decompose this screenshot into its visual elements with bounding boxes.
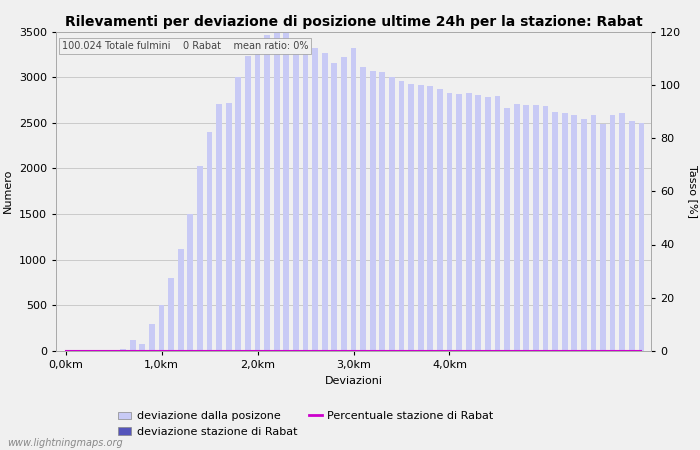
Bar	[418, 86, 424, 351]
Bar	[379, 72, 385, 351]
Bar	[284, 32, 289, 351]
Bar	[149, 324, 155, 351]
Bar	[475, 95, 481, 351]
Bar	[504, 108, 510, 351]
Bar	[428, 86, 433, 351]
Bar	[341, 57, 346, 351]
Bar	[302, 48, 309, 351]
Bar	[322, 54, 328, 351]
Bar	[139, 344, 146, 351]
Bar	[533, 104, 539, 351]
Bar	[466, 93, 472, 351]
Bar	[226, 103, 232, 351]
Bar	[120, 349, 126, 351]
Bar	[600, 124, 606, 351]
Bar	[495, 96, 500, 351]
Bar	[620, 113, 625, 351]
Y-axis label: Tasso [%]: Tasso [%]	[688, 165, 698, 218]
Bar	[293, 42, 299, 351]
Bar	[111, 350, 116, 351]
Bar	[216, 104, 222, 351]
Bar	[389, 77, 395, 351]
Bar	[235, 77, 241, 351]
Bar	[447, 93, 452, 351]
Y-axis label: Numero: Numero	[4, 169, 13, 213]
Bar	[571, 115, 577, 351]
Bar	[312, 48, 318, 351]
Bar	[408, 84, 414, 351]
Bar	[178, 249, 183, 351]
Bar	[265, 35, 270, 351]
Bar	[159, 306, 164, 351]
Bar	[456, 94, 462, 351]
Bar	[437, 89, 442, 351]
Bar	[274, 32, 279, 351]
Legend: deviazione dalla posizone, deviazione stazione di Rabat, Percentuale stazione di: deviazione dalla posizone, deviazione st…	[113, 407, 498, 441]
Title: Rilevamenti per deviazione di posizione ultime 24h per la stazione: Rabat: Rilevamenti per deviazione di posizione …	[64, 15, 643, 29]
Bar	[485, 97, 491, 351]
Bar	[629, 121, 635, 351]
Bar	[130, 340, 136, 351]
Bar	[524, 104, 529, 351]
Bar	[360, 67, 366, 351]
Bar	[514, 104, 519, 351]
Bar	[638, 123, 644, 351]
Bar	[331, 63, 337, 351]
Bar	[561, 113, 568, 351]
Bar	[168, 278, 174, 351]
Bar	[591, 116, 596, 351]
Bar	[245, 56, 251, 351]
Bar	[197, 166, 203, 351]
Bar	[552, 112, 558, 351]
Bar	[206, 132, 212, 351]
Text: 100.024 Totale fulmini    0 Rabat    mean ratio: 0%: 100.024 Totale fulmini 0 Rabat mean rati…	[62, 41, 309, 51]
Bar	[255, 54, 260, 351]
Bar	[188, 214, 193, 351]
Bar	[581, 119, 587, 351]
Bar	[370, 71, 376, 351]
Bar	[351, 48, 356, 351]
Bar	[542, 106, 548, 351]
Bar	[610, 116, 615, 351]
X-axis label: Deviazioni: Deviazioni	[325, 376, 382, 386]
Text: www.lightningmaps.org: www.lightningmaps.org	[7, 438, 122, 448]
Bar	[398, 81, 405, 351]
